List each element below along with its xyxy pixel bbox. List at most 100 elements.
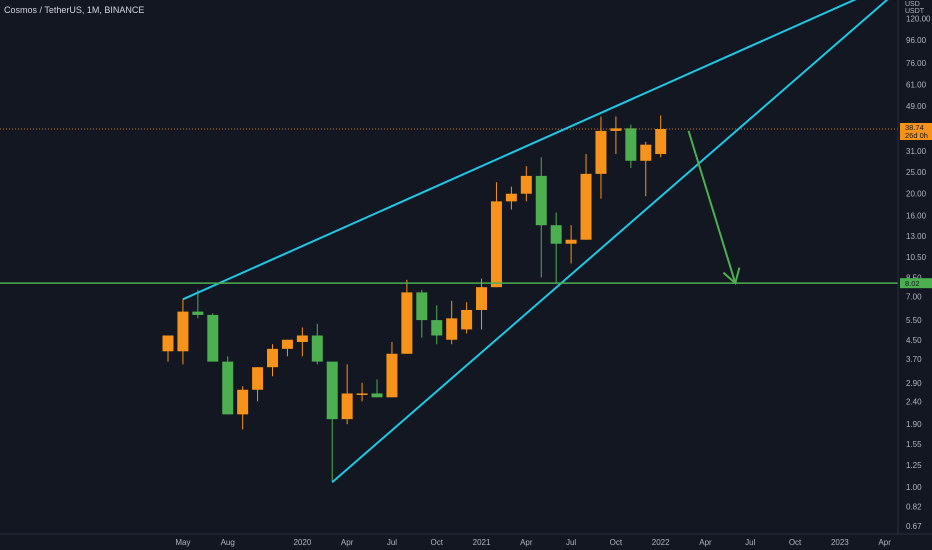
candles-layer — [162, 115, 667, 483]
projection-arrow-head — [722, 267, 741, 286]
candle-body — [625, 128, 637, 161]
candle-body — [640, 144, 652, 161]
candle-2020-03 — [326, 361, 338, 483]
time-tick-label: Jul — [387, 538, 397, 547]
candle-2020-10 — [431, 305, 443, 345]
time-tick-label: May — [175, 538, 190, 547]
time-axis-panel[interactable] — [0, 534, 932, 550]
time-tick-label: Oct — [610, 538, 623, 547]
candle-body — [371, 393, 383, 398]
price-axis-panel[interactable] — [898, 0, 932, 534]
candle-body — [446, 318, 458, 340]
time-tick-label: Apr — [520, 538, 533, 547]
candle-body — [490, 201, 502, 288]
candle-2020-05 — [356, 382, 368, 402]
candle-body — [356, 393, 368, 395]
candle-body — [162, 335, 174, 352]
countdown-value: 26d 0h — [905, 131, 928, 140]
candle-2020-11 — [446, 300, 458, 345]
candle-2021-02 — [490, 182, 502, 288]
time-tick-label: 2020 — [293, 538, 311, 547]
candle-2021-11 — [625, 124, 637, 169]
candle-body — [610, 128, 622, 131]
candle-2019-08 — [222, 356, 234, 415]
candle-2021-12 — [640, 141, 652, 197]
price-tick-label: 3.70 — [906, 355, 922, 364]
candle-2021-05 — [535, 157, 547, 278]
candle-body — [341, 393, 353, 420]
candle-body — [401, 292, 413, 354]
price-tick-label: 1.00 — [906, 483, 922, 492]
price-tick-label: 120.00 — [906, 14, 931, 23]
price-tick-label: 31.00 — [906, 147, 927, 156]
candle-2021-06 — [550, 212, 562, 284]
price-tick-label: 1.25 — [906, 461, 922, 470]
price-tick-label: 2.90 — [906, 379, 922, 388]
currency-label-line2: USDT — [905, 8, 925, 15]
time-tick-label: Apr — [878, 538, 891, 547]
candle-body — [281, 339, 293, 349]
price-tick-label: 61.00 — [906, 81, 927, 90]
price-tick-label: 0.67 — [906, 522, 922, 531]
price-tick-label: 5.50 — [906, 316, 922, 325]
price-tick-label: 96.00 — [906, 36, 927, 45]
candle-body — [416, 292, 428, 321]
time-axis: May Aug 2020 Apr Jul Oct 2021 Apr Jul Oct 2022 Apr J… — [175, 538, 891, 547]
price-tick-label: 0.82 — [906, 502, 922, 511]
annotations-layer — [0, 0, 900, 483]
candle-2022-01 — [655, 115, 667, 158]
candle-2019-06 — [192, 289, 204, 319]
candle-2021-03 — [505, 186, 517, 210]
candle-2020-04 — [341, 364, 353, 425]
price-tick-label: 20.00 — [906, 190, 927, 199]
candle-2021-07 — [565, 225, 577, 264]
candle-2021-09 — [595, 116, 607, 199]
candle-body — [192, 311, 204, 315]
candle-body — [535, 175, 547, 226]
currency-label-line1: USD — [905, 1, 920, 8]
candle-body — [505, 193, 517, 202]
candle-2019-07 — [207, 313, 219, 362]
price-tick-label: 13.00 — [906, 232, 927, 241]
time-tick-label: Oct — [789, 538, 802, 547]
candle-body — [431, 320, 443, 336]
price-tick-label: 10.50 — [906, 253, 927, 262]
candle-body — [267, 348, 279, 368]
candle-body — [296, 335, 308, 342]
candle-body — [520, 175, 532, 194]
candle-body — [207, 314, 219, 362]
time-tick-label: Jul — [745, 538, 755, 547]
wedge-upper-line[interactable] — [182, 0, 900, 301]
candle-2021-01 — [476, 278, 488, 330]
candle-body — [222, 361, 234, 415]
price-axis: 120.00 96.00 76.00 61.00 49.00 31.00 25.00 20.0… — [906, 14, 931, 531]
candle-2021-10 — [610, 116, 622, 155]
candle-2020-06 — [371, 379, 383, 398]
candle-2020-12 — [461, 302, 473, 334]
candle-body — [326, 361, 338, 420]
candle-2021-08 — [580, 154, 592, 240]
candle-body — [311, 335, 323, 362]
candle-body — [550, 225, 562, 244]
wedge-lower-line[interactable] — [331, 0, 899, 483]
candle-2020-07 — [386, 341, 398, 398]
candle-2020-02 — [311, 323, 323, 365]
time-tick-label: Apr — [341, 538, 354, 547]
time-tick-label: 2021 — [473, 538, 491, 547]
price-tick-label: 4.50 — [906, 336, 922, 345]
last-price-value: 38.74 — [905, 123, 924, 132]
candle-2019-12 — [281, 339, 293, 357]
candle-2020-08 — [401, 279, 413, 354]
time-tick-label: 2023 — [831, 538, 849, 547]
price-tick-label: 8.50 — [906, 273, 922, 282]
projection-arrow-shaft[interactable] — [687, 130, 737, 284]
candle-body — [237, 389, 249, 415]
support-price-tag: 8.02 — [900, 278, 932, 289]
candle-body — [476, 287, 488, 310]
price-tick-label: 1.90 — [906, 420, 922, 429]
time-tick-label: Jul — [566, 538, 576, 547]
candle-body — [386, 353, 398, 398]
